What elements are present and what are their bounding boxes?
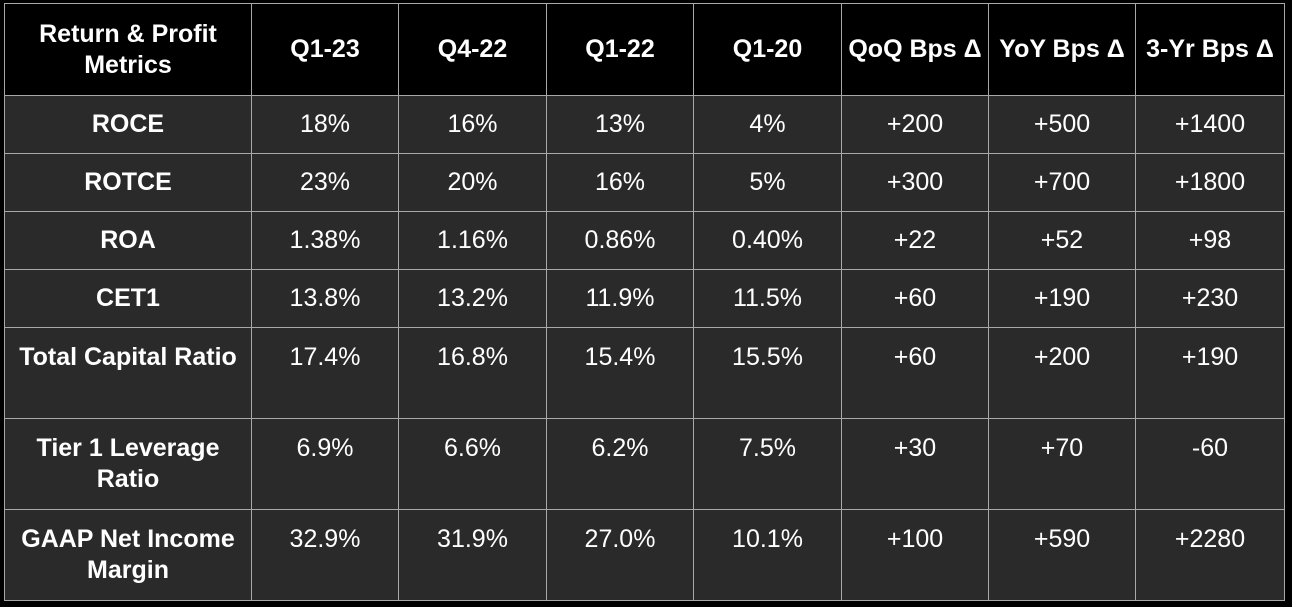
table-cell: 32.9% xyxy=(251,509,399,601)
table-cell: 18% xyxy=(251,95,399,154)
row-label: ROCE xyxy=(4,95,252,154)
header-3yr-bps: 3-Yr Bps Δ xyxy=(1135,3,1285,96)
table-cell: 10.1% xyxy=(693,509,842,601)
header-q4-22: Q4-22 xyxy=(398,3,547,96)
table-cell: 16% xyxy=(398,95,547,154)
table-cell: +1400 xyxy=(1135,95,1285,154)
header-yoy-bps: YoY Bps Δ xyxy=(988,3,1136,96)
table-cell: 1.16% xyxy=(398,211,547,270)
table-cell: 15.5% xyxy=(693,327,842,419)
table-row: Tier 1 Leverage Ratio 6.9% 6.6% 6.2% 7.5… xyxy=(4,418,1285,510)
table-cell: 0.86% xyxy=(546,211,694,270)
row-label: GAAP Net Income Margin xyxy=(4,509,252,601)
table-cell: +2280 xyxy=(1135,509,1285,601)
table-cell: +22 xyxy=(841,211,989,270)
header-qoq-bps: QoQ Bps Δ xyxy=(841,3,989,96)
table-cell: 16% xyxy=(546,153,694,212)
header-q1-23: Q1-23 xyxy=(251,3,399,96)
table-cell: 27.0% xyxy=(546,509,694,601)
table-cell: +230 xyxy=(1135,269,1285,328)
table-cell: +30 xyxy=(841,418,989,510)
table-cell: +200 xyxy=(988,327,1136,419)
table-cell: 13.8% xyxy=(251,269,399,328)
table-cell: 0.40% xyxy=(693,211,842,270)
table-cell: 4% xyxy=(693,95,842,154)
table-row: Total Capital Ratio 17.4% 16.8% 15.4% 15… xyxy=(4,327,1285,419)
table-cell: 6.9% xyxy=(251,418,399,510)
table-cell: 31.9% xyxy=(398,509,547,601)
table-cell: 13% xyxy=(546,95,694,154)
table-cell: +500 xyxy=(988,95,1136,154)
table-cell: +60 xyxy=(841,327,989,419)
table-header-row: Return & Profit Metrics Q1-23 Q4-22 Q1-2… xyxy=(4,3,1285,96)
row-label: Total Capital Ratio xyxy=(4,327,252,419)
table-cell: +700 xyxy=(988,153,1136,212)
table-cell: 11.5% xyxy=(693,269,842,328)
table-cell: +1800 xyxy=(1135,153,1285,212)
table-cell: +190 xyxy=(1135,327,1285,419)
table-cell: 15.4% xyxy=(546,327,694,419)
row-label: CET1 xyxy=(4,269,252,328)
table-cell: -60 xyxy=(1135,418,1285,510)
table-cell: 13.2% xyxy=(398,269,547,328)
table-cell: 23% xyxy=(251,153,399,212)
table-cell: 6.6% xyxy=(398,418,547,510)
table-cell: 6.2% xyxy=(546,418,694,510)
row-label: ROTCE xyxy=(4,153,252,212)
table-cell: +52 xyxy=(988,211,1136,270)
header-metric: Return & Profit Metrics xyxy=(4,3,252,96)
table-row: GAAP Net Income Margin 32.9% 31.9% 27.0%… xyxy=(4,509,1285,601)
table-cell: 20% xyxy=(398,153,547,212)
table-cell: +60 xyxy=(841,269,989,328)
metrics-table: Return & Profit Metrics Q1-23 Q4-22 Q1-2… xyxy=(4,3,1285,601)
table-cell: 11.9% xyxy=(546,269,694,328)
row-label: Tier 1 Leverage Ratio xyxy=(4,418,252,510)
header-q1-20: Q1-20 xyxy=(693,3,842,96)
table-row: ROTCE 23% 20% 16% 5% +300 +700 +1800 xyxy=(4,153,1285,212)
table-row: ROA 1.38% 1.16% 0.86% 0.40% +22 +52 +98 xyxy=(4,211,1285,270)
table-row: ROCE 18% 16% 13% 4% +200 +500 +1400 xyxy=(4,95,1285,154)
table-cell: +70 xyxy=(988,418,1136,510)
table-cell: +190 xyxy=(988,269,1136,328)
table-cell: 7.5% xyxy=(693,418,842,510)
table-cell: +590 xyxy=(988,509,1136,601)
table-cell: +98 xyxy=(1135,211,1285,270)
table-cell: 17.4% xyxy=(251,327,399,419)
table-cell: 16.8% xyxy=(398,327,547,419)
table-cell: +200 xyxy=(841,95,989,154)
table-cell: +300 xyxy=(841,153,989,212)
table-row: CET1 13.8% 13.2% 11.9% 11.5% +60 +190 +2… xyxy=(4,269,1285,328)
table-cell: 1.38% xyxy=(251,211,399,270)
table-cell: 5% xyxy=(693,153,842,212)
header-q1-22: Q1-22 xyxy=(546,3,694,96)
row-label: ROA xyxy=(4,211,252,270)
table-cell: +100 xyxy=(841,509,989,601)
